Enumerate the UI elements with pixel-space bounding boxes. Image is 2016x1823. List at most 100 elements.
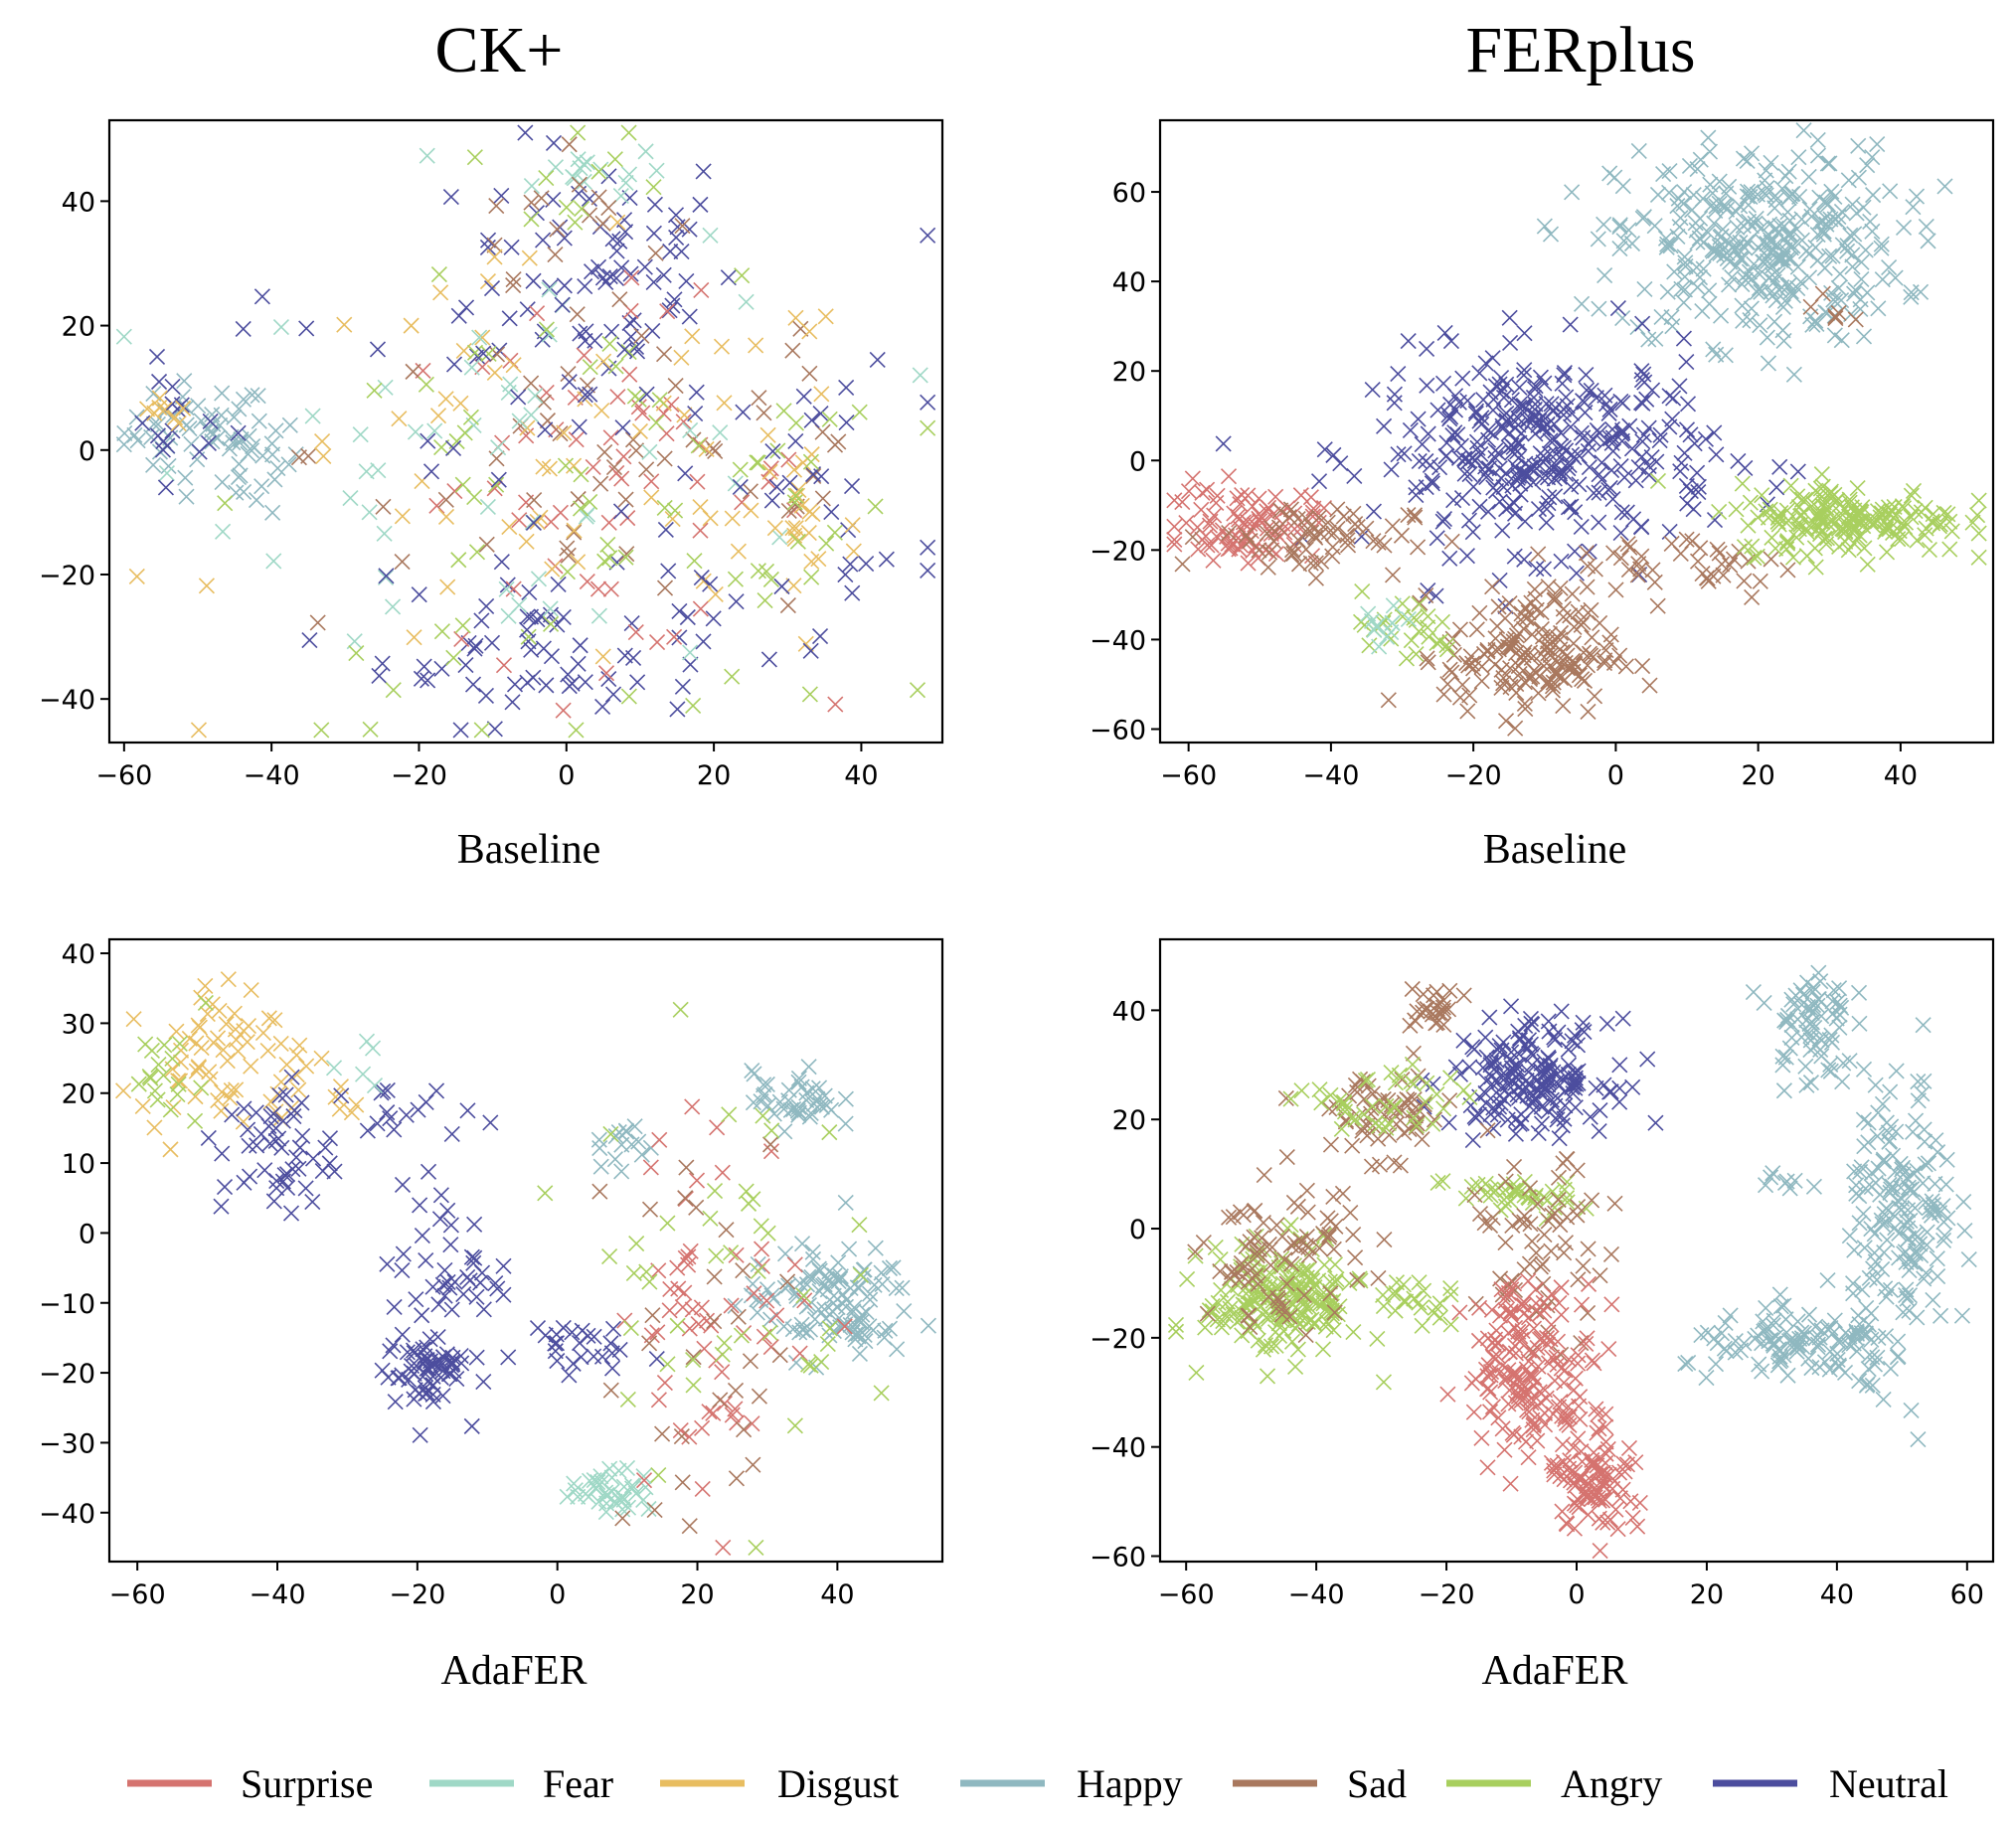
point-surprise	[1578, 1335, 1595, 1352]
point-sad	[1556, 1244, 1573, 1261]
point-happy	[1862, 213, 1879, 230]
point-disgust	[535, 458, 552, 475]
point-happy	[858, 1303, 875, 1320]
point-neutral	[657, 521, 674, 539]
point-happy	[856, 1326, 873, 1344]
point-angry	[466, 488, 483, 506]
point-angry	[1204, 1303, 1221, 1320]
point-happy	[1735, 150, 1753, 167]
point-angry	[1404, 1056, 1421, 1073]
point-neutral	[1424, 475, 1440, 492]
point-sad	[751, 1388, 767, 1405]
point-angry	[601, 335, 618, 353]
point-angry	[1769, 509, 1786, 526]
point-sad	[1531, 668, 1548, 685]
point-happy	[1783, 1335, 1800, 1352]
point-neutral	[1538, 514, 1555, 531]
point-sad	[1508, 675, 1525, 693]
point-happy	[1785, 366, 1802, 383]
point-surprise	[1482, 1384, 1499, 1401]
y-tick-label: 0	[79, 436, 95, 467]
point-angry	[1822, 483, 1839, 500]
point-sad	[654, 1425, 671, 1442]
point-sad	[1535, 1275, 1552, 1292]
point-happy	[1877, 1280, 1894, 1297]
point-sad	[1580, 1241, 1596, 1257]
point-happy	[1611, 217, 1628, 234]
point-surprise	[1500, 1284, 1517, 1301]
point-surprise	[1543, 1285, 1560, 1302]
point-disgust	[172, 1054, 190, 1071]
point-happy	[1773, 180, 1790, 197]
point-angry	[1502, 1193, 1519, 1210]
point-happy	[1848, 1177, 1865, 1194]
point-neutral	[760, 651, 777, 668]
point-surprise	[1553, 1279, 1570, 1296]
point-surprise	[827, 696, 844, 713]
point-neutral	[586, 1348, 602, 1365]
point-fear	[637, 143, 654, 160]
point-surprise	[1480, 1380, 1497, 1397]
point-neutral	[1474, 1060, 1491, 1077]
point-disgust	[197, 977, 214, 995]
point-neutral	[473, 612, 490, 629]
point-neutral	[452, 722, 469, 739]
point-sad	[1302, 518, 1319, 535]
point-sad	[533, 190, 550, 207]
point-sad	[673, 1427, 690, 1445]
point-sad	[1570, 1198, 1587, 1216]
point-neutral	[581, 190, 598, 207]
point-neutral	[773, 578, 790, 595]
point-surprise	[1515, 1305, 1532, 1322]
point-happy	[230, 469, 248, 486]
point-happy	[1841, 1228, 1858, 1244]
point-neutral	[614, 419, 631, 436]
point-neutral	[1477, 465, 1494, 482]
point-happy	[1846, 1163, 1863, 1180]
point-surprise	[1507, 1345, 1524, 1362]
point-neutral	[1640, 419, 1657, 436]
point-angry	[1856, 540, 1873, 557]
point-sad	[1242, 1234, 1259, 1250]
point-happy	[1861, 1269, 1878, 1286]
point-neutral	[464, 676, 482, 693]
point-happy	[590, 1131, 607, 1148]
point-sad	[1546, 588, 1564, 605]
point-neutral	[655, 266, 672, 283]
point-angry	[466, 149, 483, 166]
point-angry	[473, 722, 490, 739]
point-happy	[1777, 1311, 1794, 1328]
point-happy	[1831, 980, 1848, 997]
x-tick-label: 40	[1884, 760, 1918, 791]
point-happy	[626, 1118, 643, 1135]
point-neutral	[475, 345, 492, 362]
point-sad	[1544, 682, 1562, 699]
point-sad	[1329, 520, 1346, 537]
point-happy	[1772, 1298, 1789, 1315]
point-neutral	[1517, 1037, 1534, 1054]
point-happy	[1742, 188, 1759, 205]
point-neutral	[291, 1139, 308, 1156]
point-surprise	[1611, 1490, 1628, 1507]
point-sad	[1574, 671, 1591, 688]
point-happy	[804, 1243, 821, 1260]
point-neutral	[1465, 1041, 1483, 1058]
plot-frame	[107, 118, 944, 745]
point-happy	[1905, 199, 1922, 216]
point-happy	[857, 1333, 874, 1350]
point-sad	[1345, 1227, 1362, 1243]
point-happy	[873, 1264, 890, 1281]
point-neutral	[1528, 561, 1545, 578]
point-neutral	[271, 1087, 288, 1104]
point-surprise	[1193, 501, 1210, 518]
x-tick-label: 0	[1607, 760, 1624, 791]
point-angry	[1383, 630, 1400, 647]
point-sad	[1516, 695, 1533, 713]
point-angry	[1209, 1311, 1226, 1328]
point-disgust	[201, 1064, 218, 1080]
point-angry	[1742, 494, 1759, 511]
point-sad	[1370, 1130, 1387, 1147]
point-angry	[366, 382, 383, 399]
x-tick-label: −40	[1288, 1579, 1345, 1610]
